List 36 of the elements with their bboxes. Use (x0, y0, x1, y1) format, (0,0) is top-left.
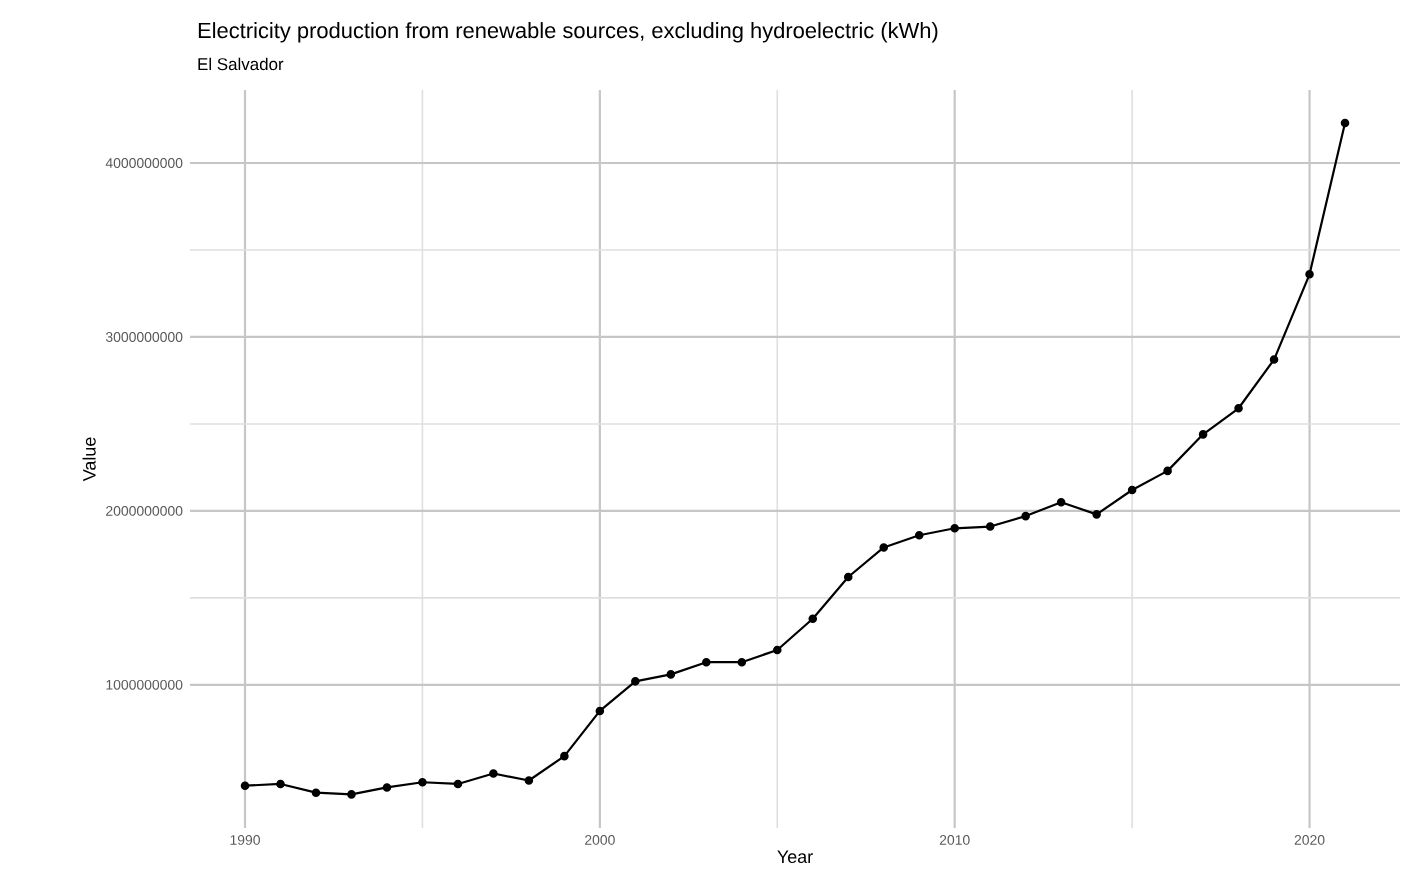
chart-title: Electricity production from renewable sources, excluding hydroelectric (kWh) (198, 22, 938, 43)
point (737, 657, 747, 667)
point (950, 523, 959, 533)
point (702, 657, 711, 667)
point (560, 751, 569, 761)
point (914, 530, 924, 540)
point (1305, 270, 1314, 279)
point (1092, 510, 1101, 519)
x-axis-title: Year (777, 850, 813, 864)
point (1198, 430, 1208, 439)
point (666, 670, 676, 679)
point (985, 522, 995, 531)
y-axis-title: Value (82, 437, 96, 482)
point (418, 777, 427, 787)
point (489, 769, 498, 778)
point (1163, 466, 1172, 476)
point (595, 706, 605, 716)
point (524, 776, 534, 785)
point (382, 783, 392, 792)
point (276, 779, 285, 789)
point (1340, 118, 1350, 128)
point (311, 788, 321, 797)
point (1234, 403, 1243, 413)
point (1127, 485, 1137, 495)
point (453, 779, 463, 789)
point (240, 781, 250, 790)
point (843, 572, 853, 582)
point (1021, 511, 1030, 521)
point (631, 677, 640, 686)
point (347, 790, 356, 799)
point (1056, 497, 1066, 507)
point (772, 645, 782, 655)
point (1269, 355, 1279, 364)
point (879, 543, 889, 552)
chart-subtitle: El Salvador (198, 57, 284, 71)
point (808, 614, 818, 624)
